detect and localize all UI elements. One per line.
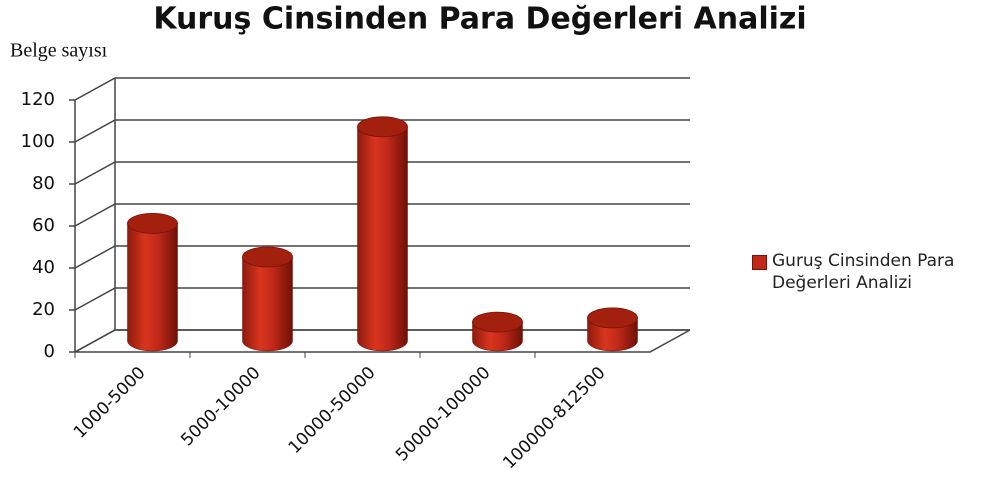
y-tick-label: 120 (21, 89, 55, 110)
grid-line (74, 203, 690, 227)
chart-title: Kuruş Cinsinden Para Değerleri Analizi (153, 2, 806, 37)
grid-line (74, 161, 690, 185)
x-tick-label: 1000-5000 (70, 363, 150, 443)
x-tick-label: 50000-100000 (392, 363, 495, 466)
grid-line (74, 77, 690, 101)
grid-line (74, 245, 690, 269)
bar-top (127, 212, 178, 234)
y-tick-label: 80 (32, 173, 55, 194)
y-tick-label: 60 (32, 215, 55, 236)
grid-line (74, 119, 690, 143)
bar-top (242, 246, 293, 268)
bar-top (587, 307, 638, 329)
y-tick-label: 40 (32, 257, 55, 278)
bar (242, 256, 293, 352)
y-axis-label: Belge sayısı (10, 40, 108, 62)
bar (357, 126, 408, 352)
legend-swatch (752, 255, 767, 270)
x-tick-label: 100000-812500 (499, 363, 609, 473)
x-tick-label: 5000-10000 (177, 363, 264, 450)
legend-entry: Guruş Cinsinden Para Değerleri Analizi (772, 251, 955, 293)
x-tick-label: 10000-50000 (285, 363, 380, 458)
bar-top (472, 311, 523, 333)
y-tick-label: 20 (32, 299, 55, 320)
y-tick-label: 100 (21, 131, 55, 152)
y-tick-label: 0 (44, 341, 55, 362)
bar-top (357, 116, 408, 138)
grid-line (74, 287, 690, 311)
bar (127, 223, 178, 352)
